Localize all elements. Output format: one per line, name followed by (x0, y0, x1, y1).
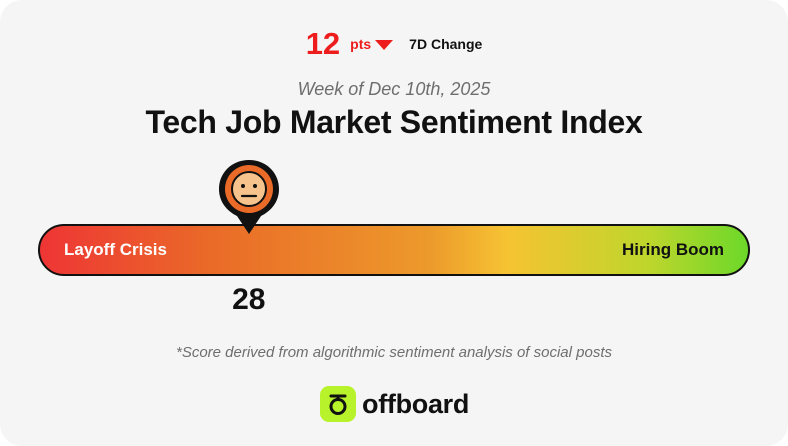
brand: offboard (320, 386, 469, 422)
change-label: 7D Change (409, 36, 483, 52)
footnote: *Score derived from algorithmic sentimen… (175, 344, 613, 361)
brand-name: offboard (362, 388, 470, 419)
offboard-logo-icon (320, 386, 356, 422)
week-label: Week of Dec 10th, 2025 (297, 79, 491, 99)
gauge-score: 28 (232, 283, 266, 316)
page-title: Tech Job Market Sentiment Index (145, 104, 643, 140)
gauge-left-label: Layoff Crisis (64, 240, 167, 259)
sentiment-gauge: Layoff Crisis Hiring Boom (38, 224, 750, 276)
change-value: 12 (305, 26, 341, 61)
down-arrow-icon (375, 40, 394, 50)
seven-day-change: 12 pts 7D Change (0, 26, 788, 62)
neutral-face-icon (218, 160, 279, 234)
gauge-right-label: Hiring Boom (622, 240, 724, 259)
change-unit: pts (350, 36, 372, 52)
